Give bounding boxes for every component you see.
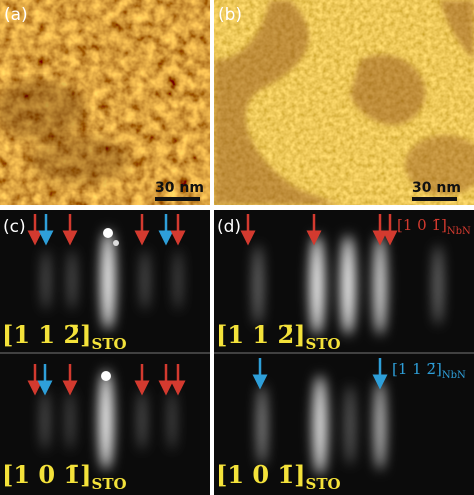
nbn-direction-label: [1 0 1̄]NbN bbox=[397, 216, 471, 237]
scale-bar-label: 30 nm bbox=[412, 180, 461, 196]
panel-label: (c) bbox=[3, 217, 26, 237]
panel-label: (a) bbox=[4, 5, 28, 25]
scale-bar-label: 30 nm bbox=[155, 180, 204, 196]
afm-panel-b: (b) 30 nm bbox=[214, 0, 474, 205]
panel-label: (b) bbox=[218, 5, 242, 25]
direction-label: [1 0 1̄]STO bbox=[216, 460, 341, 493]
panel-label: (d) bbox=[217, 217, 241, 237]
rheed-panel-c: (c) [1 1 2̄]STO [1 0 1̄]STO bbox=[0, 210, 210, 495]
nbn-direction-label: [1 1 2̄]NbN bbox=[392, 360, 466, 381]
afm-panel-a: (a) 30 nm bbox=[0, 0, 210, 205]
rheed-panel-d: (d) [1 0 1̄]NbN [1 1 2̄]NbN [1 1 2̄]STO … bbox=[214, 210, 474, 495]
direction-label: [1 0 1̄]STO bbox=[2, 460, 127, 493]
direction-label: [1 1 2̄]STO bbox=[2, 320, 127, 353]
direction-label: [1 1 2̄]STO bbox=[216, 320, 341, 353]
